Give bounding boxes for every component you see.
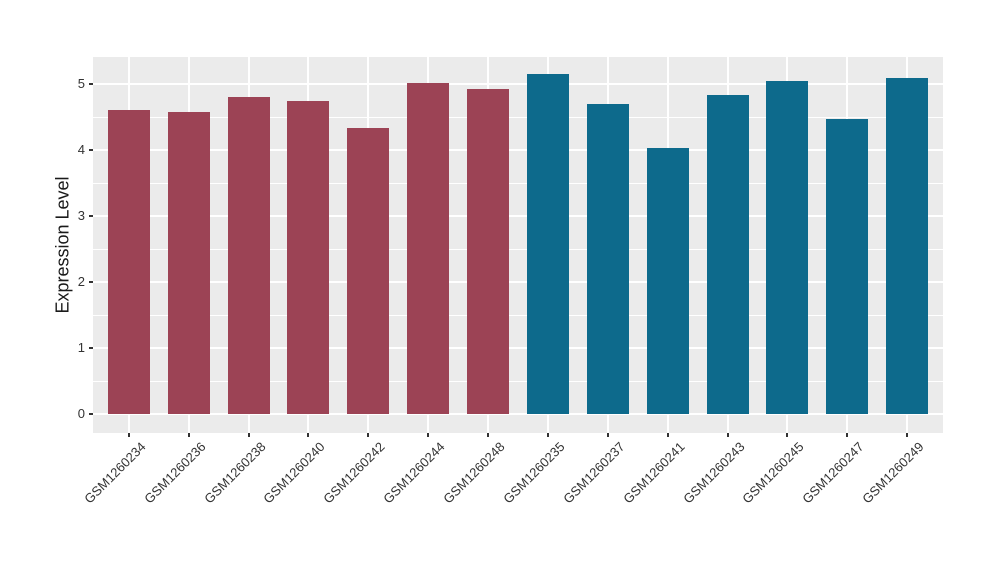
bar-GSM1260245	[766, 81, 809, 414]
x-tick-label-GSM1260237: GSM1260237	[560, 439, 628, 507]
bar-GSM1260243	[706, 94, 749, 414]
gridline-minor-y2.5	[93, 248, 943, 250]
x-tick-mark	[906, 433, 909, 437]
x-tick-mark	[666, 433, 669, 437]
y-tick-label-1: 1	[77, 340, 85, 355]
bar-GSM1260248	[467, 89, 510, 414]
x-tick-mark	[606, 433, 609, 437]
gridline-major-y5	[93, 83, 943, 85]
x-tick-label-GSM1260235: GSM1260235	[500, 439, 568, 507]
x-tick-mark	[367, 433, 370, 437]
y-tick-mark-4	[89, 149, 93, 151]
y-tick-mark-0	[89, 413, 93, 415]
x-tick-mark	[846, 433, 849, 437]
x-tick-label-GSM1260238: GSM1260238	[200, 439, 269, 507]
gridline-minor-y0.5	[93, 380, 943, 382]
bar-GSM1260240	[287, 100, 330, 414]
bar-GSM1260241	[646, 148, 689, 414]
x-tick-label-GSM1260248: GSM1260248	[440, 439, 508, 507]
x-tick-label-GSM1260241: GSM1260241	[619, 439, 688, 507]
y-tick-label-0: 0	[77, 406, 85, 421]
x-tick-label-GSM1260240: GSM1260240	[260, 439, 329, 507]
x-tick-mark	[427, 433, 430, 437]
y-tick-label-3: 3	[77, 208, 85, 223]
x-tick-label-GSM1260245: GSM1260245	[739, 439, 807, 507]
y-tick-mark-1	[89, 347, 93, 349]
gridline-major-y1	[93, 347, 943, 349]
gridline-minor-y3.5	[93, 182, 943, 184]
gridline-major-y3	[93, 215, 943, 217]
x-tick-label-GSM1260234: GSM1260234	[81, 439, 149, 507]
bar-GSM1260238	[227, 97, 270, 414]
x-tick-label-GSM1260236: GSM1260236	[141, 439, 209, 507]
bar-GSM1260242	[347, 128, 390, 414]
x-tick-mark	[127, 433, 130, 437]
x-tick-mark	[307, 433, 310, 437]
gridline-major-y4	[93, 149, 943, 151]
y-tick-mark-3	[89, 215, 93, 217]
x-tick-mark	[487, 433, 490, 437]
y-axis-title: Expression Level	[52, 176, 73, 314]
bar-GSM1260244	[407, 82, 450, 414]
y-tick-label-5: 5	[77, 76, 85, 91]
y-tick-label-2: 2	[77, 274, 85, 289]
x-tick-mark	[786, 433, 789, 437]
bar-GSM1260236	[167, 112, 210, 414]
bar-GSM1260237	[586, 104, 629, 414]
y-tick-label-4: 4	[77, 142, 85, 157]
x-tick-label-GSM1260242: GSM1260242	[320, 439, 388, 507]
bar-GSM1260235	[526, 74, 569, 414]
gridline-minor-y4.5	[93, 116, 943, 118]
bar-GSM1260249	[886, 78, 929, 414]
x-tick-label-GSM1260244: GSM1260244	[380, 439, 448, 507]
x-tick-label-GSM1260247: GSM1260247	[799, 439, 867, 507]
x-tick-mark	[726, 433, 729, 437]
x-tick-mark	[546, 433, 549, 437]
x-tick-label-GSM1260249: GSM1260249	[859, 439, 927, 507]
plot-panel	[93, 57, 943, 433]
x-tick-label-GSM1260243: GSM1260243	[679, 439, 748, 507]
bar-GSM1260234	[107, 110, 150, 414]
x-tick-mark	[187, 433, 190, 437]
y-tick-mark-2	[89, 281, 93, 283]
bar-GSM1260247	[826, 118, 869, 414]
gridline-major-y2	[93, 281, 943, 283]
x-tick-mark	[247, 433, 250, 437]
gridline-major-y0	[93, 413, 943, 415]
gridline-minor-y1.5	[93, 314, 943, 316]
y-tick-mark-5	[89, 83, 93, 85]
